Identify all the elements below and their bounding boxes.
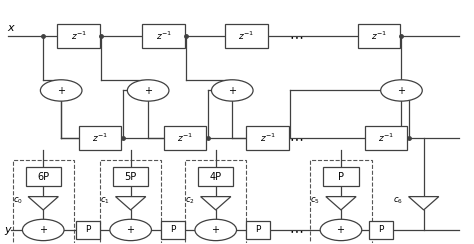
Text: $+$: $+$ [228, 85, 237, 96]
Text: $\cdots$: $\cdots$ [289, 29, 303, 43]
Text: P: P [378, 225, 384, 234]
Bar [113, 167, 148, 186]
Text: P: P [255, 225, 261, 234]
Polygon shape [116, 197, 146, 210]
Text: $c_1$: $c_1$ [100, 196, 110, 206]
Bar [57, 24, 100, 48]
Text: $+$: $+$ [397, 85, 406, 96]
Text: $+$: $+$ [39, 224, 48, 235]
Text: $z^{-1}$: $z^{-1}$ [260, 132, 276, 144]
Circle shape [211, 80, 253, 101]
Text: $c_5$: $c_5$ [310, 196, 320, 206]
Text: 4P: 4P [210, 172, 222, 182]
Bar [12, 160, 74, 244]
Text: $y$: $y$ [4, 225, 13, 237]
Bar [185, 160, 246, 244]
Bar [143, 24, 185, 48]
Text: $z^{-1}$: $z^{-1}$ [238, 30, 255, 42]
Bar [246, 221, 270, 239]
Polygon shape [409, 197, 439, 210]
Text: P: P [338, 172, 344, 182]
Bar [246, 126, 289, 150]
Text: P: P [85, 225, 91, 234]
Text: $z^{-1}$: $z^{-1}$ [71, 30, 87, 42]
Text: $z^{-1}$: $z^{-1}$ [371, 30, 387, 42]
Polygon shape [326, 197, 356, 210]
Text: $z^{-1}$: $z^{-1}$ [177, 132, 193, 144]
Bar [369, 221, 393, 239]
Text: $\cdots$: $\cdots$ [289, 223, 303, 237]
Circle shape [40, 80, 82, 101]
Text: 6P: 6P [37, 172, 49, 182]
Bar [365, 126, 407, 150]
Bar [225, 24, 268, 48]
Bar [164, 126, 206, 150]
Bar [26, 167, 61, 186]
Bar [357, 24, 400, 48]
Bar [76, 221, 100, 239]
Text: $z^{-1}$: $z^{-1}$ [378, 132, 394, 144]
Bar [310, 160, 372, 244]
Text: $c_2$: $c_2$ [185, 196, 195, 206]
Text: $+$: $+$ [337, 224, 346, 235]
Bar [198, 167, 234, 186]
Text: P: P [171, 225, 176, 234]
Text: $x$: $x$ [7, 23, 16, 33]
Text: $z^{-1}$: $z^{-1}$ [92, 132, 108, 144]
Text: $c_6$: $c_6$ [393, 196, 403, 206]
Bar [100, 160, 161, 244]
Text: 5P: 5P [125, 172, 137, 182]
Text: $+$: $+$ [211, 224, 220, 235]
Circle shape [195, 219, 237, 241]
Text: $z^{-1}$: $z^{-1}$ [156, 30, 172, 42]
Text: $+$: $+$ [57, 85, 66, 96]
Text: $\cdots$: $\cdots$ [289, 131, 303, 145]
Bar [161, 221, 185, 239]
Circle shape [128, 80, 169, 101]
Bar [323, 167, 359, 186]
Polygon shape [28, 197, 58, 210]
Circle shape [110, 219, 152, 241]
Text: $+$: $+$ [144, 85, 153, 96]
Text: $c_0$: $c_0$ [12, 196, 22, 206]
Bar [79, 126, 121, 150]
Circle shape [320, 219, 362, 241]
Circle shape [381, 80, 422, 101]
Text: $+$: $+$ [126, 224, 135, 235]
Polygon shape [201, 197, 231, 210]
Circle shape [22, 219, 64, 241]
